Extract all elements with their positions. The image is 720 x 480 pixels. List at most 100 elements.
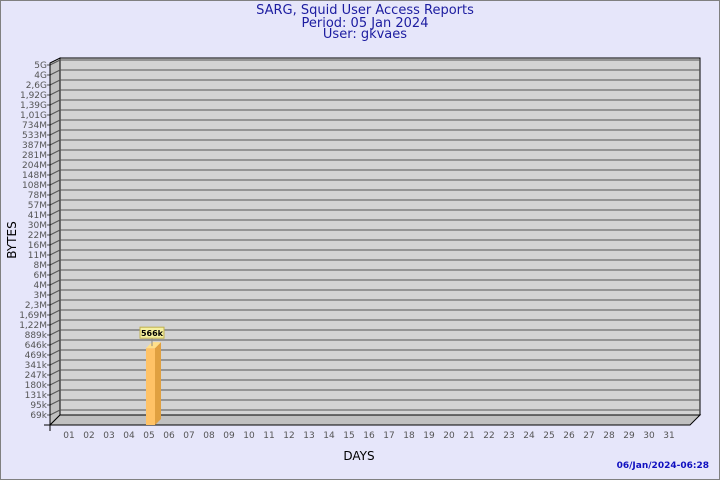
x-tick-label: 27 (583, 431, 594, 441)
x-tick-label: 07 (183, 431, 194, 441)
y-tick-label: 2,3M (25, 301, 47, 311)
y-tick-label: 2,6G (26, 81, 47, 91)
x-tick-label: 15 (343, 431, 354, 441)
x-tick-label: 25 (543, 431, 554, 441)
y-tick-diagonal (49, 379, 61, 386)
x-tick-label: 10 (243, 431, 255, 441)
chart-user: User: gkvaes (322, 27, 408, 42)
y-tick-diagonal (49, 119, 61, 126)
y-tick-diagonal (49, 69, 61, 76)
y-tick-diagonal (49, 179, 61, 186)
y-tick-diagonal (49, 409, 61, 416)
y-tick-diagonal (49, 199, 61, 206)
x-tick-label: 31 (663, 431, 674, 441)
y-tick-label: 734M (22, 121, 47, 131)
y-tick-diagonal (49, 389, 61, 396)
x-tick-label: 18 (403, 431, 415, 441)
y-tick-diagonal (49, 309, 61, 316)
y-tick-diagonal (49, 129, 61, 136)
x-tick-label: 12 (283, 431, 294, 441)
y-tick-label: 95k (30, 401, 47, 411)
y-tick-diagonal (49, 399, 61, 406)
y-tick-label: 1,39G (20, 101, 47, 111)
y-tick-label: 22M (28, 231, 47, 241)
bar-side (155, 342, 161, 425)
y-tick-diagonal (49, 369, 61, 376)
chart-period: Period: 05 Jan 2024 (301, 16, 429, 31)
x-tick-label: 17 (383, 431, 394, 441)
y-tick-diagonal (49, 259, 61, 266)
y-tick-diagonal (49, 99, 61, 106)
plot-back-wall (59, 57, 701, 416)
y-tick-diagonal (49, 289, 61, 296)
y-tick-diagonal (49, 79, 61, 86)
y-tick-label: 5G (34, 61, 47, 71)
x-tick-label: 21 (463, 431, 474, 441)
y-tick-label: 281M (22, 151, 47, 161)
x-tick-label: 05 (143, 431, 154, 441)
y-tick-label: 148M (22, 171, 47, 181)
y-tick-diagonal (49, 209, 61, 216)
y-tick-label: 1,92G (20, 91, 47, 101)
y-tick-diagonal (49, 329, 61, 336)
y-tick-diagonal (49, 149, 61, 156)
y-tick-diagonal (49, 139, 61, 146)
y-tick-label: 69k (30, 411, 47, 421)
y-tick-diagonal (49, 349, 61, 356)
x-tick-label: 16 (363, 431, 375, 441)
y-tick-label: 16M (28, 241, 47, 251)
x-tick-label: 03 (103, 431, 114, 441)
bar-top (146, 342, 161, 349)
x-tick-label: 06 (163, 431, 175, 441)
y-tick-label: 131k (25, 391, 48, 401)
y-tick-diagonal (49, 229, 61, 236)
y-tick-label: 387M (22, 141, 47, 151)
x-tick-label: 14 (323, 431, 335, 441)
x-tick-label: 19 (423, 431, 435, 441)
y-tick-label: 11M (28, 251, 47, 261)
y-tick-label: 6M (34, 271, 48, 281)
y-tick-label: 341k (25, 361, 48, 371)
y-tick-diagonal (49, 159, 61, 166)
y-tick-diagonal (49, 319, 61, 326)
timestamp: 06/Jan/2024-06:28 (616, 461, 709, 471)
y-tick-diagonal (49, 59, 61, 66)
x-tick-label: 11 (263, 431, 274, 441)
y-tick-label: 469k (25, 351, 48, 361)
x-tick-label: 04 (123, 431, 135, 441)
y-tick-diagonal (49, 299, 61, 306)
y-tick-label: 3M (34, 291, 48, 301)
y-tick-label: 30M (28, 221, 47, 231)
y-tick-label: 1,01G (20, 111, 47, 121)
y-tick-label: 533M (22, 131, 47, 141)
data-label: 566k (141, 329, 164, 338)
y-tick-label: 204M (22, 161, 47, 171)
y-tick-label: 1,22M (19, 321, 47, 331)
y-tick-diagonal (49, 279, 61, 286)
x-tick-label: 02 (83, 431, 94, 441)
x-tick-label: 26 (563, 431, 575, 441)
data-label-box (139, 326, 165, 339)
y-tick-label: 108M (22, 181, 47, 191)
y-tick-diagonal (49, 269, 61, 276)
y-tick-diagonal (49, 339, 61, 346)
chart-title: SARG, Squid User Access Reports (256, 3, 474, 18)
y-tick-diagonal (49, 249, 61, 256)
x-tick-label: 22 (483, 431, 494, 441)
y-tick-label: 4M (34, 281, 48, 291)
y-tick-diagonal (49, 109, 61, 116)
x-tick-label: 29 (623, 431, 635, 441)
x-tick-label: 30 (643, 431, 655, 441)
x-tick-label: 28 (603, 431, 615, 441)
x-tick-label: 23 (503, 431, 514, 441)
x-tick-label: 24 (523, 431, 535, 441)
x-tick-label: 13 (303, 431, 314, 441)
x-tick-label: 20 (443, 431, 455, 441)
x-axis-title: DAYS (343, 449, 374, 463)
y-tick-diagonal (49, 89, 61, 96)
x-tick-label: 01 (63, 431, 74, 441)
x-tick-label: 09 (223, 431, 235, 441)
y-tick-label: 4G (34, 71, 47, 81)
y-tick-diagonal (49, 359, 61, 366)
x-tick-label: 08 (203, 431, 215, 441)
